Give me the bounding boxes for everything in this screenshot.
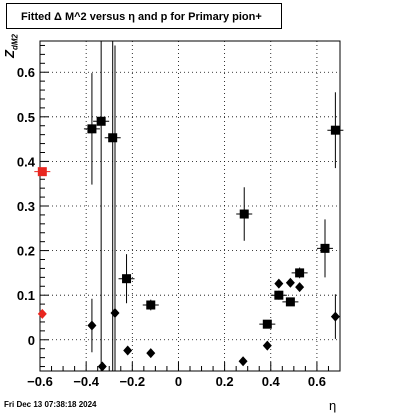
data-point-diamond — [330, 311, 340, 322]
data-point-square — [262, 319, 272, 329]
data-point-square — [285, 297, 295, 307]
data-point-diamond — [238, 356, 248, 367]
data-point-square — [295, 268, 305, 278]
y-tick-label: 0.4 — [17, 154, 36, 169]
y-tick-label: 0.2 — [17, 244, 35, 259]
chart-title: Fitted Δ M^2 versus η and p for Primary … — [6, 3, 282, 29]
y-tick-label: 0 — [28, 333, 35, 348]
x-tick-label: −0.4 — [73, 374, 99, 389]
data-point-square — [87, 124, 97, 134]
data-point-square — [37, 167, 47, 177]
data-point-square — [274, 290, 284, 300]
x-tick-label: 0.2 — [216, 374, 234, 389]
data-point-square — [146, 300, 156, 310]
y-tick-label: 0.1 — [17, 288, 35, 303]
y-tick-label: 0.3 — [17, 199, 35, 214]
y-tick-label: 0.6 — [17, 65, 35, 80]
data-point-diamond — [285, 277, 295, 288]
x-axis-label: η — [329, 398, 337, 413]
y-tick-label: 0.5 — [17, 110, 35, 125]
x-tick-label: 0.6 — [308, 374, 326, 389]
data-point-square — [330, 125, 340, 135]
data-point-square — [108, 133, 118, 143]
data-point-diamond — [87, 320, 97, 331]
data-point-diamond — [97, 361, 107, 372]
data-point-square — [239, 209, 249, 219]
data-point-diamond — [262, 340, 272, 351]
x-tick-label: −0.2 — [119, 374, 145, 389]
data-point-square — [122, 274, 132, 284]
data-point-diamond — [146, 348, 156, 359]
x-tick-label: 0.4 — [262, 374, 281, 389]
data-point-diamond — [274, 278, 284, 289]
data-point-square — [96, 116, 106, 126]
x-tick-label: −0.6 — [27, 374, 53, 389]
x-tick-label: 0 — [175, 374, 182, 389]
timestamp: Fri Dec 13 07:38:18 2024 — [4, 400, 97, 409]
data-point-diamond — [37, 308, 47, 319]
data-point-diamond — [295, 282, 305, 293]
data-point-diamond — [123, 345, 133, 356]
plot-frame-bg — [40, 41, 340, 371]
data-point-square — [320, 243, 330, 253]
data-point-diamond — [110, 308, 120, 319]
